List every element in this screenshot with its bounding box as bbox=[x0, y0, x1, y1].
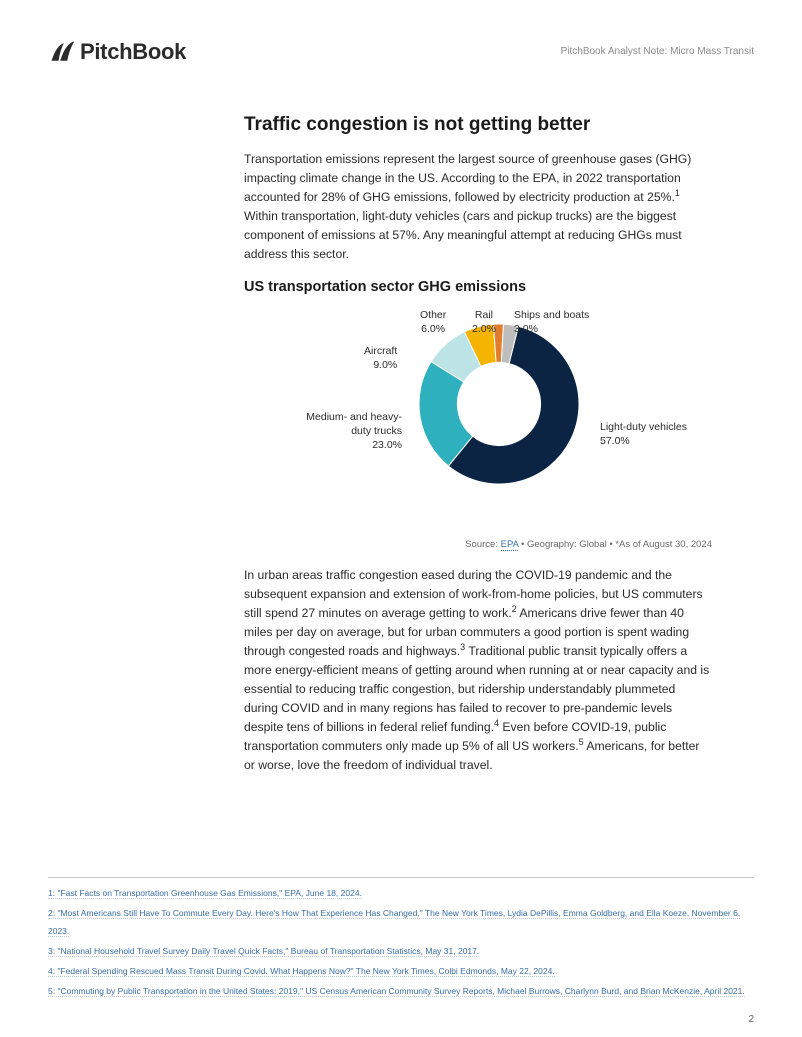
page: PitchBook PitchBook Analyst Note: Micro … bbox=[0, 0, 802, 1037]
footnote: 2: "Most Americans Still Have To Commute… bbox=[48, 903, 754, 939]
footnote-ref-1: 1 bbox=[675, 188, 680, 198]
footnotes: 1: "Fast Facts on Transportation Greenho… bbox=[48, 877, 754, 1001]
pitchbook-logo-icon bbox=[48, 38, 76, 66]
chart-slice-label: Aircraft9.0% bbox=[364, 345, 397, 372]
footnote: 3: "National Household Travel Survey Dai… bbox=[48, 941, 754, 959]
logo-text: PitchBook bbox=[80, 39, 186, 65]
logo: PitchBook bbox=[48, 38, 186, 66]
footnote: 4: "Federal Spending Rescued Mass Transi… bbox=[48, 961, 754, 979]
footnote: 5: "Commuting by Public Transportation i… bbox=[48, 981, 754, 999]
chart-title: US transportation sector GHG emissions bbox=[244, 279, 712, 295]
source-suffix: • Geography: Global • *As of August 30, … bbox=[518, 539, 712, 550]
body-paragraph: In urban areas traffic congestion eased … bbox=[244, 566, 712, 774]
header-note: PitchBook Analyst Note: Micro Mass Trans… bbox=[561, 46, 754, 57]
donut-svg bbox=[414, 319, 584, 489]
chart-slice-label: Other6.0% bbox=[420, 309, 446, 336]
chart-slice-label: Medium- and heavy-duty trucks23.0% bbox=[292, 411, 402, 452]
intro-paragraph: Transportation emissions represent the l… bbox=[244, 150, 712, 263]
header: PitchBook PitchBook Analyst Note: Micro … bbox=[48, 38, 754, 66]
chart-source: Source: EPA • Geography: Global • *As of… bbox=[244, 539, 712, 550]
footnote: 1: "Fast Facts on Transportation Greenho… bbox=[48, 883, 754, 901]
page-number: 2 bbox=[748, 1014, 754, 1025]
para1-a: Transportation emissions represent the l… bbox=[244, 152, 691, 204]
chart-slice-label: Ships and boats3.0% bbox=[514, 309, 589, 336]
para1-b: Within transportation, light-duty vehicl… bbox=[244, 209, 682, 261]
content: Traffic congestion is not getting better… bbox=[244, 114, 712, 774]
source-prefix: Source: bbox=[465, 539, 500, 550]
source-link[interactable]: EPA bbox=[501, 539, 519, 551]
chart-slice-label: Rail2.0% bbox=[472, 309, 496, 336]
page-title: Traffic congestion is not getting better bbox=[244, 114, 712, 136]
chart-slice-label: Light-duty vehicles57.0% bbox=[600, 421, 687, 448]
donut-chart: Light-duty vehicles57.0% Medium- and heav… bbox=[244, 301, 712, 531]
